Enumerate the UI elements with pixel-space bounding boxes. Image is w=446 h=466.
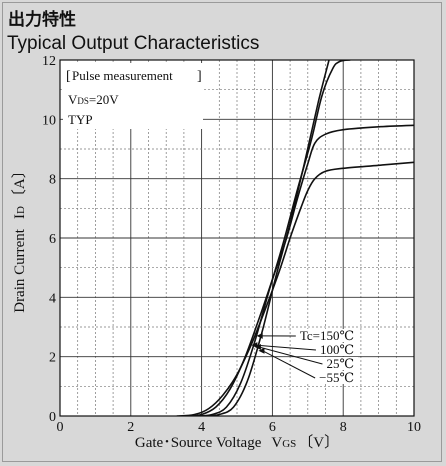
x-tick-label: 0 bbox=[57, 420, 64, 435]
series-line-3 bbox=[198, 60, 351, 416]
y-tick-label: 8 bbox=[49, 173, 56, 188]
x-axis-label: Gate･Source Voltage VGS 〔V〕 bbox=[135, 434, 339, 451]
vds-condition-label: VDS=20V bbox=[68, 92, 119, 107]
y-tick-label: 2 bbox=[49, 351, 56, 366]
tick-labels: 0 2 4 6 8 10 0 2 4 6 8 10 12 bbox=[42, 54, 421, 435]
plot-border bbox=[59, 59, 415, 417]
legend-label-3: 25℃ bbox=[326, 356, 354, 371]
y-tick-label: 12 bbox=[42, 54, 56, 69]
legend-label-bg bbox=[296, 371, 358, 384]
grid bbox=[60, 60, 414, 416]
legend-arrow-head bbox=[258, 347, 265, 354]
pulse-bracket-left: [ bbox=[66, 69, 71, 84]
y-axis-label: Drain CurrentID〔A〕 bbox=[11, 163, 28, 313]
y-tick-label: 0 bbox=[49, 410, 56, 425]
legend-leader-line bbox=[262, 350, 316, 379]
legend-label-4: −55℃ bbox=[319, 370, 354, 385]
chart-title-english: Typical Output Characteristics bbox=[7, 33, 260, 54]
conditions-box: [ Pulse measurement ] VDS=20V TYP bbox=[63, 63, 203, 129]
legend-label-bg bbox=[296, 329, 358, 342]
curves bbox=[176, 60, 414, 416]
series-line-1 bbox=[176, 161, 414, 416]
legend-label-bg bbox=[296, 357, 358, 370]
chart-frame bbox=[2, 2, 442, 462]
typ-label: TYP bbox=[68, 112, 93, 127]
y-tick-label: 4 bbox=[49, 291, 56, 306]
legend-leader-line bbox=[258, 346, 323, 365]
x-tick-label: 4 bbox=[198, 420, 205, 435]
x-tick-label: 2 bbox=[127, 420, 134, 435]
pulse-measurement-label: Pulse measurement bbox=[72, 68, 173, 83]
y-tick-label: 6 bbox=[49, 232, 56, 247]
x-tick-label: 8 bbox=[340, 420, 347, 435]
legend-leader-line bbox=[255, 344, 316, 351]
legend-label-1: Tc=150℃ bbox=[300, 328, 354, 343]
legend-label-bg bbox=[296, 343, 358, 356]
legend-arrow-head bbox=[254, 344, 261, 351]
series-line-4 bbox=[205, 60, 330, 416]
legend-label-2: 100℃ bbox=[320, 342, 354, 357]
pulse-bracket-right: ] bbox=[197, 69, 202, 84]
x-tick-label: 10 bbox=[407, 420, 421, 435]
legend-arrow-head bbox=[256, 332, 263, 339]
chart-title-japanese: 出力特性 bbox=[8, 10, 76, 30]
y-tick-label: 10 bbox=[42, 113, 56, 128]
x-tick-label: 6 bbox=[269, 420, 276, 435]
